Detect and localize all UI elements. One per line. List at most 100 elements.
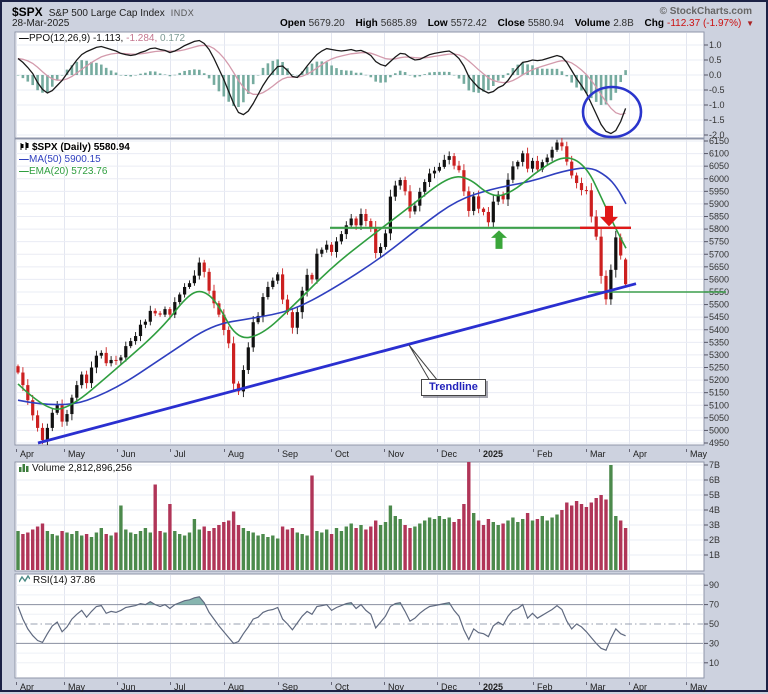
open-label: Open xyxy=(280,18,306,29)
y-axis-label: 5650 xyxy=(709,262,729,272)
close-label: Close xyxy=(497,18,525,29)
y-axis-label: 5400 xyxy=(709,325,729,335)
x-axis-label: Sep xyxy=(282,449,298,459)
x-axis-label: Jun xyxy=(121,449,136,459)
y-axis-label: 4950 xyxy=(709,438,729,448)
volume-bars-icon xyxy=(19,464,29,472)
header: $SPX S&P 500 Large Cap Index INDX xyxy=(12,5,194,19)
price-legend-symbol: $SPX (Daily) xyxy=(32,142,91,153)
x-axis-label: Dec xyxy=(441,449,458,459)
x-axis-label: Jul xyxy=(174,682,186,692)
y-axis-label: 5450 xyxy=(709,312,729,322)
x-axis-label: Nov xyxy=(388,449,405,459)
up-arrow-annotation xyxy=(491,230,507,249)
y-axis-label: 70 xyxy=(709,600,719,610)
y-axis-label: -0.5 xyxy=(709,85,725,95)
y-axis-label: 30 xyxy=(709,638,719,648)
volume-label: Volume xyxy=(574,18,611,29)
x-axis-label: Aug xyxy=(228,682,244,692)
y-axis-label: 4B xyxy=(709,505,720,515)
y-axis-label: 5750 xyxy=(709,237,729,247)
ema20-legend: EMA(20) 5723.76 xyxy=(29,166,108,177)
y-axis-label: 90 xyxy=(709,580,719,590)
y-axis-label: 0.0 xyxy=(709,70,722,80)
ema20-swatch-icon: — xyxy=(19,166,29,177)
y-axis-label: 5500 xyxy=(709,300,729,310)
ppo-signal-value: -1.284, xyxy=(126,33,158,44)
x-axis-label: Nov xyxy=(388,682,405,692)
stockcharts-credit: © StockCharts.com xyxy=(659,6,752,17)
y-axis-label: 5250 xyxy=(709,363,729,373)
ppo-value: -1.113, xyxy=(92,33,124,44)
ppo-circle-annotation xyxy=(581,85,643,139)
ppo-signal-line xyxy=(17,44,626,116)
rsi-line xyxy=(17,596,626,651)
y-axis-label: 10 xyxy=(709,658,719,668)
y-axis-label: 5850 xyxy=(709,212,729,222)
trendline xyxy=(37,282,637,445)
rsi-legend: RSI(14) 37.86 xyxy=(18,574,96,587)
y-axis-label: 6100 xyxy=(709,149,729,159)
y-axis-label: 5900 xyxy=(709,199,729,209)
x-axis-label: Apr xyxy=(633,682,647,692)
ppo-legend: —PPO(12,26,9) -1.113, -1.284, 0.172 xyxy=(19,33,185,45)
x-axis-label: May xyxy=(690,682,708,692)
volume-legend-text: Volume 2,812,896,256 xyxy=(32,463,133,474)
x-axis-label: Apr xyxy=(633,449,647,459)
close-value: 5580.94 xyxy=(527,18,565,29)
x-axis-label: 2025 xyxy=(483,449,503,459)
y-axis-label: 5150 xyxy=(709,388,729,398)
quote-strip: Open 5679.20 High 5685.89 Low 5572.42 Close… xyxy=(272,18,754,29)
ma50-legend: MA(50) 5900.15 xyxy=(29,154,101,165)
ticker-name: S&P 500 Large Cap Index xyxy=(48,8,165,19)
change-label: Chg xyxy=(644,18,664,29)
y-axis-label: 3B xyxy=(709,520,720,530)
ticker-exchange: INDX xyxy=(170,8,195,18)
y-axis-label: -2.0 xyxy=(709,130,725,140)
y-axis-label: 1B xyxy=(709,550,720,560)
volume-bars xyxy=(16,462,628,570)
x-axis-label: Jul xyxy=(174,449,186,459)
ema20-line xyxy=(17,157,627,410)
x-axis-label: Dec xyxy=(441,682,458,692)
open-value: 5679.20 xyxy=(308,18,345,29)
high-value: 5685.89 xyxy=(380,18,417,29)
y-axis-label: 5350 xyxy=(709,337,729,347)
chart-date: 28-Mar-2025 xyxy=(12,18,70,29)
low-label: Low xyxy=(427,18,448,29)
low-value: 5572.42 xyxy=(450,18,487,29)
y-axis-label: 5B xyxy=(709,490,720,500)
change-direction-icon[interactable]: ▼ xyxy=(746,19,754,28)
x-axis-label: Mar xyxy=(590,449,606,459)
y-axis-label: -1.0 xyxy=(709,100,725,110)
x-axis-label: May xyxy=(690,449,708,459)
high-label: High xyxy=(355,18,378,29)
ppo-histogram xyxy=(16,59,627,108)
y-axis-label: 5950 xyxy=(709,186,729,196)
y-axis-label: 2B xyxy=(709,535,720,545)
x-axis-label: Oct xyxy=(335,682,350,692)
y-axis-label: 50 xyxy=(709,619,719,629)
y-axis-label: 0.5 xyxy=(709,55,722,65)
x-axis-label: Apr xyxy=(20,449,34,459)
volume-legend: Volume 2,812,896,256 xyxy=(19,463,132,475)
x-axis-label: Oct xyxy=(335,449,350,459)
y-axis-label: 6150 xyxy=(709,136,729,146)
ppo-line xyxy=(17,39,627,135)
x-axis-label: May xyxy=(68,449,86,459)
rsi-wave-icon xyxy=(18,574,31,583)
candlestick-icon xyxy=(20,142,29,150)
x-axis-label: Apr xyxy=(20,682,34,692)
candles xyxy=(16,138,628,446)
rsi-legend-text: RSI(14) 37.86 xyxy=(33,575,96,586)
y-axis-label: 5100 xyxy=(709,400,729,410)
y-axis-label: 7B xyxy=(709,460,720,470)
y-axis-label: 5800 xyxy=(709,224,729,234)
ppo-line-swatch-icon: — xyxy=(19,33,29,44)
x-axis-label: Mar xyxy=(590,682,606,692)
volume-value: 2.8B xyxy=(613,18,634,29)
y-axis-label: 5600 xyxy=(709,274,729,284)
x-axis-label: Feb xyxy=(537,449,553,459)
